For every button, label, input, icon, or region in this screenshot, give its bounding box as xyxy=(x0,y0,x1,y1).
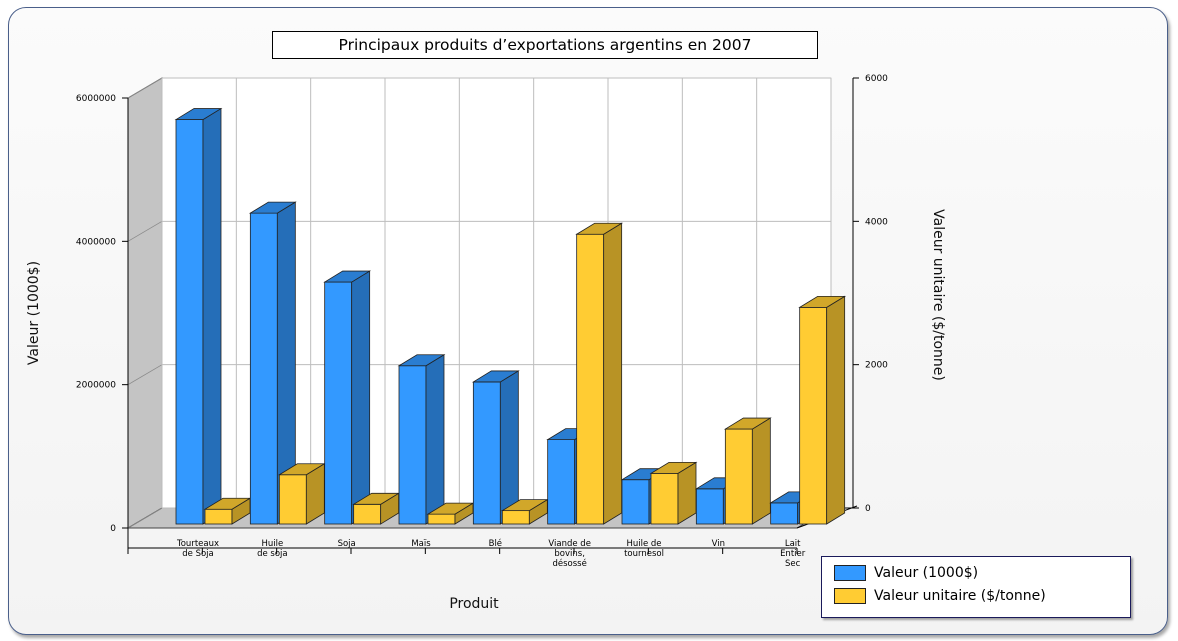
bar-valeur-unitaire-side xyxy=(751,417,771,525)
x-tick-label: Huile xyxy=(261,539,283,549)
bar-valeur-side xyxy=(499,370,519,525)
bar-valeur-unitaire xyxy=(203,497,252,525)
bar-valeur-front xyxy=(695,488,724,525)
bar-valeur-front xyxy=(324,281,353,525)
bar-valeur xyxy=(471,370,520,525)
bar-valeur-unitaire-front xyxy=(427,513,456,525)
bar-valeur-top xyxy=(323,270,372,283)
bar-valeur-unitaire-front xyxy=(278,474,307,525)
grid-line-wall xyxy=(127,507,163,529)
bar-valeur-top xyxy=(174,108,223,120)
x-tick-label: Maïs xyxy=(411,539,431,549)
bar-valeur-front xyxy=(472,381,501,525)
legend-item-valeur-unitaire: Valeur unitaire ($/tonne) xyxy=(834,588,1046,604)
grid-line-wall xyxy=(127,77,163,99)
bar-valeur-top xyxy=(248,201,297,214)
x-tick-label: bovins, xyxy=(554,549,585,559)
x-tick-label: Sec xyxy=(785,559,801,569)
bar-valeur-unitaire-front xyxy=(650,472,679,525)
x-tick-label: Vin xyxy=(712,539,725,549)
bar-valeur-side xyxy=(425,354,445,525)
bar-valeur-front xyxy=(621,479,650,525)
grid-line-wall xyxy=(127,364,163,386)
bar-valeur-front xyxy=(547,439,576,525)
bar-valeur-unitaire-front xyxy=(353,503,382,525)
bar-valeur-unitaire-top xyxy=(649,461,698,474)
x-tick-label: Viande de xyxy=(548,539,591,549)
x-tick-label: Blé xyxy=(489,538,502,549)
y-axis-left-tick-label: 4000000 xyxy=(76,237,116,247)
chart-legend: Valeur (1000$) Valeur unitaire ($/tonne) xyxy=(821,556,1131,618)
bar-valeur-unitaire-front xyxy=(724,428,753,525)
bar-valeur-side xyxy=(351,270,371,525)
bar-valeur-unitaire-top xyxy=(723,417,772,430)
y-axis-left-title: Valeur (1000$) xyxy=(26,261,42,365)
x-tick-label: Lait xyxy=(785,539,801,549)
x-tick-label: Huile de xyxy=(626,539,661,549)
bar-valeur-unitaire-side xyxy=(603,222,623,525)
legend-swatch-valeur xyxy=(834,565,866,581)
y-axis-right-title: Valeur unitaire ($/tonne) xyxy=(930,209,946,381)
bar-valeur-top xyxy=(471,370,520,383)
bar-valeur-unitaire-top xyxy=(798,295,847,308)
x-tick-label: Soja xyxy=(338,539,356,549)
bar-valeur-unitaire-side xyxy=(826,295,846,525)
chart-title: Principaux produits d’exportations argen… xyxy=(272,31,818,59)
bar-valeur-top xyxy=(397,354,446,367)
x-axis-title: Produit xyxy=(449,596,499,612)
bar-valeur-unitaire xyxy=(723,417,772,525)
x-tick-label: Tourteaux xyxy=(176,539,219,549)
x-tick-label: Entier xyxy=(780,549,806,559)
bar-valeur-unitaire xyxy=(575,222,624,525)
y-axis-right-tick-label: 2000 xyxy=(865,361,888,371)
bar-valeur-front xyxy=(770,502,799,525)
bar-valeur-unitaire-front xyxy=(799,306,828,525)
y-axis-left-tick-label: 6000000 xyxy=(76,94,116,104)
y-axis-right-tick-label: 4000 xyxy=(865,217,888,227)
bar-valeur-front xyxy=(398,365,427,525)
bar-valeur-unitaire xyxy=(277,463,326,525)
bar-valeur-unitaire xyxy=(500,498,549,525)
bar-valeur-unitaire-front xyxy=(576,233,605,525)
bar-valeur xyxy=(323,270,372,525)
bar-valeur-side xyxy=(202,107,222,525)
y-axis-left-tick-label: 2000000 xyxy=(76,381,116,391)
bar-valeur xyxy=(397,354,446,525)
x-tick-label: de soja xyxy=(257,549,288,559)
y-axis-right-tick-label: 6000 xyxy=(865,74,888,84)
bar-valeur xyxy=(248,201,297,525)
legend-label-valeur-unitaire: Valeur unitaire ($/tonne) xyxy=(874,588,1046,604)
bar-valeur-unitaire-front xyxy=(501,510,530,525)
legend-swatch-valeur-unitaire xyxy=(834,588,866,604)
bar-valeur-unitaire-top xyxy=(575,222,624,235)
bar-valeur-unitaire xyxy=(649,461,698,525)
bar-valeur-unitaire xyxy=(798,295,847,525)
bar-valeur-unitaire xyxy=(352,492,401,525)
bar-valeur-unitaire-front xyxy=(204,508,233,525)
x-tick-label: tournesol xyxy=(624,549,664,559)
bar-valeur xyxy=(174,107,223,525)
x-tick-label: de Soja xyxy=(182,549,214,559)
x-tick-label: désossé xyxy=(552,558,586,569)
bar-valeur-front xyxy=(175,119,204,525)
legend-item-valeur: Valeur (1000$) xyxy=(834,565,978,581)
legend-label-valeur: Valeur (1000$) xyxy=(874,565,979,581)
y-axis-right-tick-label: 0 xyxy=(865,504,871,514)
y-axis-left-tick-label: 0 xyxy=(110,524,116,534)
left-wall xyxy=(127,77,163,529)
grid-line-wall xyxy=(127,220,163,242)
bar-valeur-front xyxy=(249,212,278,525)
